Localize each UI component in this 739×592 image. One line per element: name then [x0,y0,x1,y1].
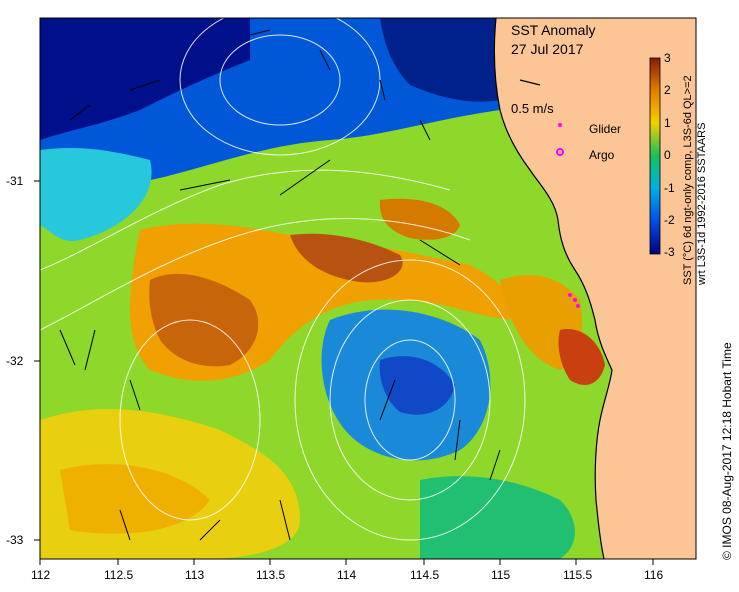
contour [364,339,456,461]
very-cold-patch-ne [380,18,500,102]
current-arrow [179,179,231,191]
current-arrow [379,79,386,101]
legend-argo: Argo [589,148,615,162]
colorbar-tick: 1 [664,116,671,130]
current-arrow [249,29,271,36]
colorbar [649,57,661,255]
glider-point [568,293,572,297]
neutral-south-east [420,476,575,559]
current-arrow [454,419,461,461]
contour [119,319,261,521]
colorbar-tick: 3 [664,51,671,65]
colorbar-tick: -1 [664,181,675,195]
current-arrow [279,159,331,196]
contour [40,169,451,271]
y-tick-label: -33 [6,533,24,547]
axis-ticks [34,180,654,565]
current-arrow [419,239,461,266]
x-tick-label: 116 [644,568,664,582]
argo-legend-marker [556,148,564,156]
y-tick-label: -31 [6,174,24,188]
contour [40,218,471,331]
coastline [493,17,613,560]
colorbar-tick: 2 [664,83,671,97]
contour [219,34,341,126]
x-tick-label: 113.5 [256,568,286,582]
glider-point [573,298,577,302]
contour [294,259,526,541]
current-arrow [59,329,76,366]
current-arrow [419,119,431,141]
contour [329,299,491,501]
x-tick-label: 115.5 [563,568,593,582]
very-cold-patch-nw [40,18,250,140]
hot-patch-east [379,198,460,240]
cold-eddy-center [379,356,455,415]
current-arrow [489,449,501,481]
x-tick-label: 114.5 [410,568,440,582]
coastal-hot [558,329,605,385]
hot-patch-central [290,233,403,283]
x-tick-label: 115 [491,568,511,582]
current-arrow [69,104,91,121]
colorbar-gradient [649,57,661,255]
current-arrow [319,49,331,71]
current-vectors [59,29,541,541]
legend-glider: Glider [589,122,622,136]
current-arrow [199,519,221,541]
land-mass [494,18,696,559]
glider-track [558,123,580,308]
current-arrow [279,499,291,541]
colorbar-label-2: wrt L3S-1d 1992-2016 SSTAARS [696,122,708,285]
scale-label: 0.5 m/s [511,101,554,116]
map-title: SST Anomaly [511,22,596,38]
credit-text: © IMOS 08-Aug-2017 12:18 Hobart Time [720,342,734,560]
cool-band-west [40,148,152,242]
x-tick-label: 112.5 [104,568,134,582]
glider-point [576,304,580,308]
colorbar-tick: -3 [664,245,675,259]
colorbar-tick: 0 [664,148,671,162]
current-arrow [119,509,131,541]
x-tick-label: 113 [185,568,205,582]
colorbar-tick: -2 [664,213,675,227]
colorbar-label: SST (°C) 6d ngt-only comp, L3S-6d QL>=2 [682,75,694,285]
y-tick-label: -32 [6,354,24,368]
scale-arrow [519,79,541,86]
current-arrow [379,379,396,421]
map-border [39,17,697,560]
glider-legend-marker [558,123,562,127]
current-arrow [129,379,141,411]
current-arrow [84,329,96,371]
x-tick-label: 112 [31,568,51,582]
hot-eddy-west [149,273,259,367]
map-date: 27 Jul 2017 [511,41,584,57]
x-tick-label: 114 [337,568,357,582]
current-arrow [129,79,161,91]
